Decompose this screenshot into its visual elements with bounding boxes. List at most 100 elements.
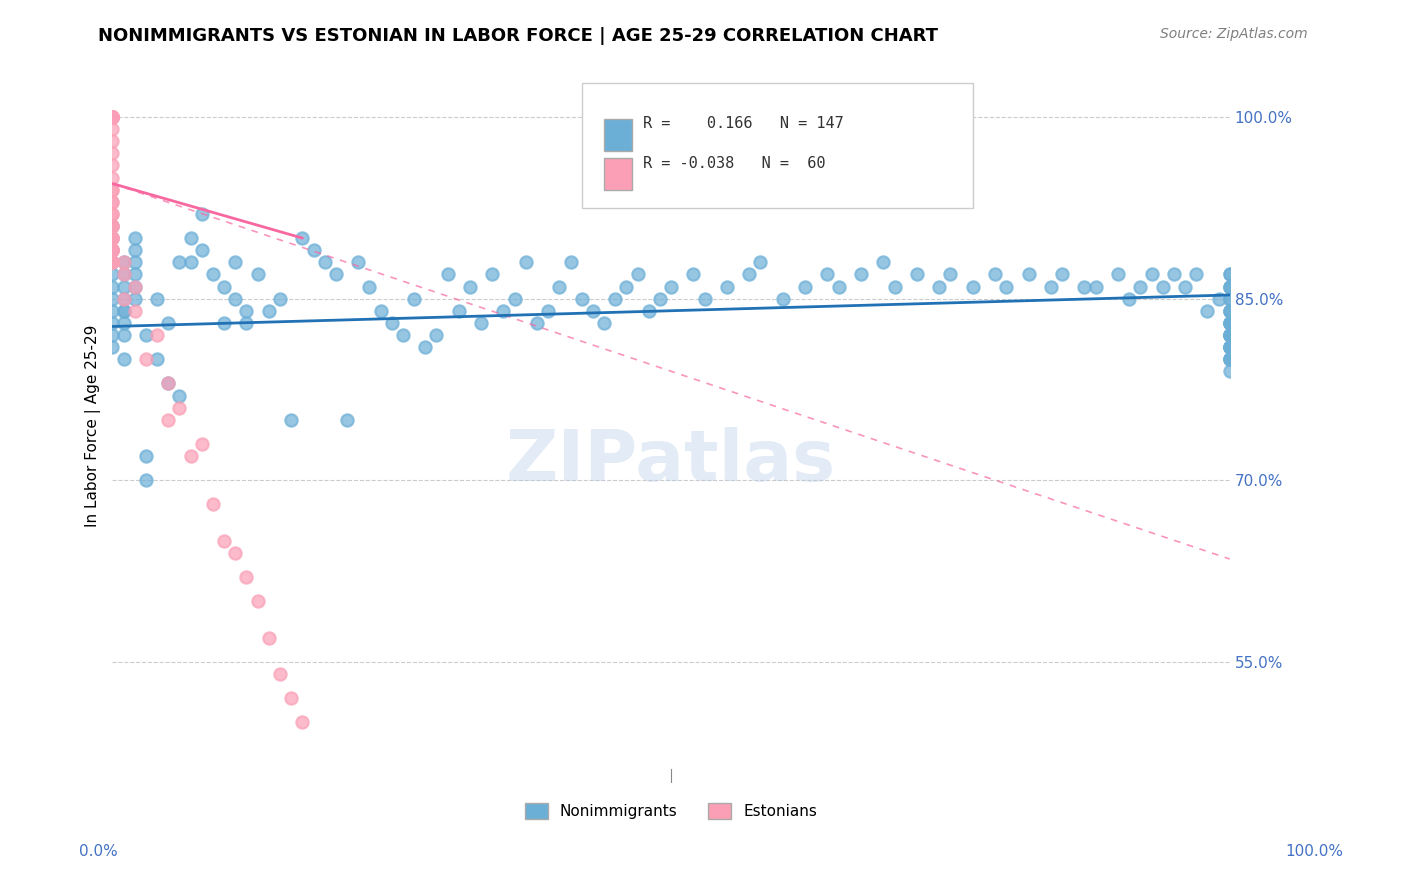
Point (112, 255, 135, 269)
Point (124, 243, 146, 257)
Point (849, 268, 872, 282)
Point (280, 691, 302, 706)
Point (1129, 279, 1152, 293)
Point (291, 715, 314, 730)
Point (325, 268, 347, 282)
Point (224, 255, 246, 269)
Point (1208, 292, 1230, 306)
Point (749, 255, 772, 269)
Point (224, 546, 246, 560)
Point (738, 268, 761, 282)
Point (101, 110, 124, 124)
Point (101, 170, 124, 185)
Point (1140, 268, 1163, 282)
Point (157, 376, 180, 391)
Point (235, 570, 257, 584)
Point (101, 243, 124, 257)
Point (291, 231, 314, 245)
Point (1219, 292, 1241, 306)
Point (212, 279, 235, 293)
Point (101, 207, 124, 221)
Point (101, 110, 124, 124)
Point (1219, 292, 1241, 306)
Point (101, 255, 124, 269)
Point (101, 231, 124, 245)
Point (1219, 279, 1241, 293)
Point (101, 134, 124, 148)
Point (101, 183, 124, 197)
Point (101, 183, 124, 197)
Point (112, 292, 135, 306)
Point (101, 110, 124, 124)
Point (101, 279, 124, 293)
Text: NONIMMIGRANTS VS ESTONIAN IN LABOR FORCE | AGE 25-29 CORRELATION CHART: NONIMMIGRANTS VS ESTONIAN IN LABOR FORCE… (98, 27, 938, 45)
Point (124, 279, 146, 293)
Point (1219, 328, 1241, 343)
Point (101, 110, 124, 124)
Point (269, 667, 291, 681)
Point (101, 231, 124, 245)
Point (548, 279, 571, 293)
Point (201, 268, 224, 282)
Point (1219, 328, 1241, 343)
Point (772, 292, 794, 306)
Point (101, 255, 124, 269)
Text: R =    0.166   N = 147: R = 0.166 N = 147 (643, 116, 844, 131)
Point (515, 255, 537, 269)
Point (537, 303, 560, 318)
Point (101, 243, 124, 257)
Point (302, 243, 325, 257)
Point (124, 303, 146, 318)
Point (146, 292, 169, 306)
Point (582, 303, 605, 318)
Point (101, 110, 124, 124)
Point (101, 243, 124, 257)
Point (883, 279, 905, 293)
Point (626, 268, 648, 282)
Point (135, 473, 157, 487)
Point (1197, 303, 1219, 318)
Point (101, 231, 124, 245)
Y-axis label: In Labor Force | Age 25-29: In Labor Force | Age 25-29 (86, 325, 101, 527)
Point (648, 292, 671, 306)
Point (101, 231, 124, 245)
Point (1219, 328, 1241, 343)
Point (447, 303, 470, 318)
Point (101, 110, 124, 124)
Text: ZIPatlas: ZIPatlas (506, 427, 837, 496)
Point (169, 401, 191, 415)
Point (1219, 279, 1241, 293)
Point (1219, 328, 1241, 343)
Point (101, 158, 124, 172)
Point (1185, 268, 1208, 282)
Legend: Nonimmigrants, Estonians: Nonimmigrants, Estonians (519, 797, 824, 825)
Point (191, 437, 214, 451)
Point (101, 194, 124, 209)
Point (1073, 279, 1095, 293)
Point (425, 328, 447, 343)
Point (359, 279, 381, 293)
Point (146, 328, 169, 343)
Point (928, 279, 950, 293)
Point (201, 498, 224, 512)
Point (169, 255, 191, 269)
Point (1219, 303, 1241, 318)
Point (101, 316, 124, 330)
FancyBboxPatch shape (605, 119, 631, 151)
Point (1018, 268, 1040, 282)
Point (984, 268, 1007, 282)
Point (1219, 328, 1241, 343)
Point (1219, 303, 1241, 318)
Text: R = -0.038   N =  60: R = -0.038 N = 60 (643, 156, 825, 171)
Point (1219, 316, 1241, 330)
Point (1050, 268, 1073, 282)
Point (124, 268, 146, 282)
Point (124, 231, 146, 245)
Point (614, 279, 637, 293)
Point (470, 316, 492, 330)
Point (180, 449, 202, 463)
Point (112, 268, 135, 282)
Point (191, 243, 214, 257)
Point (101, 292, 124, 306)
Point (235, 316, 257, 330)
